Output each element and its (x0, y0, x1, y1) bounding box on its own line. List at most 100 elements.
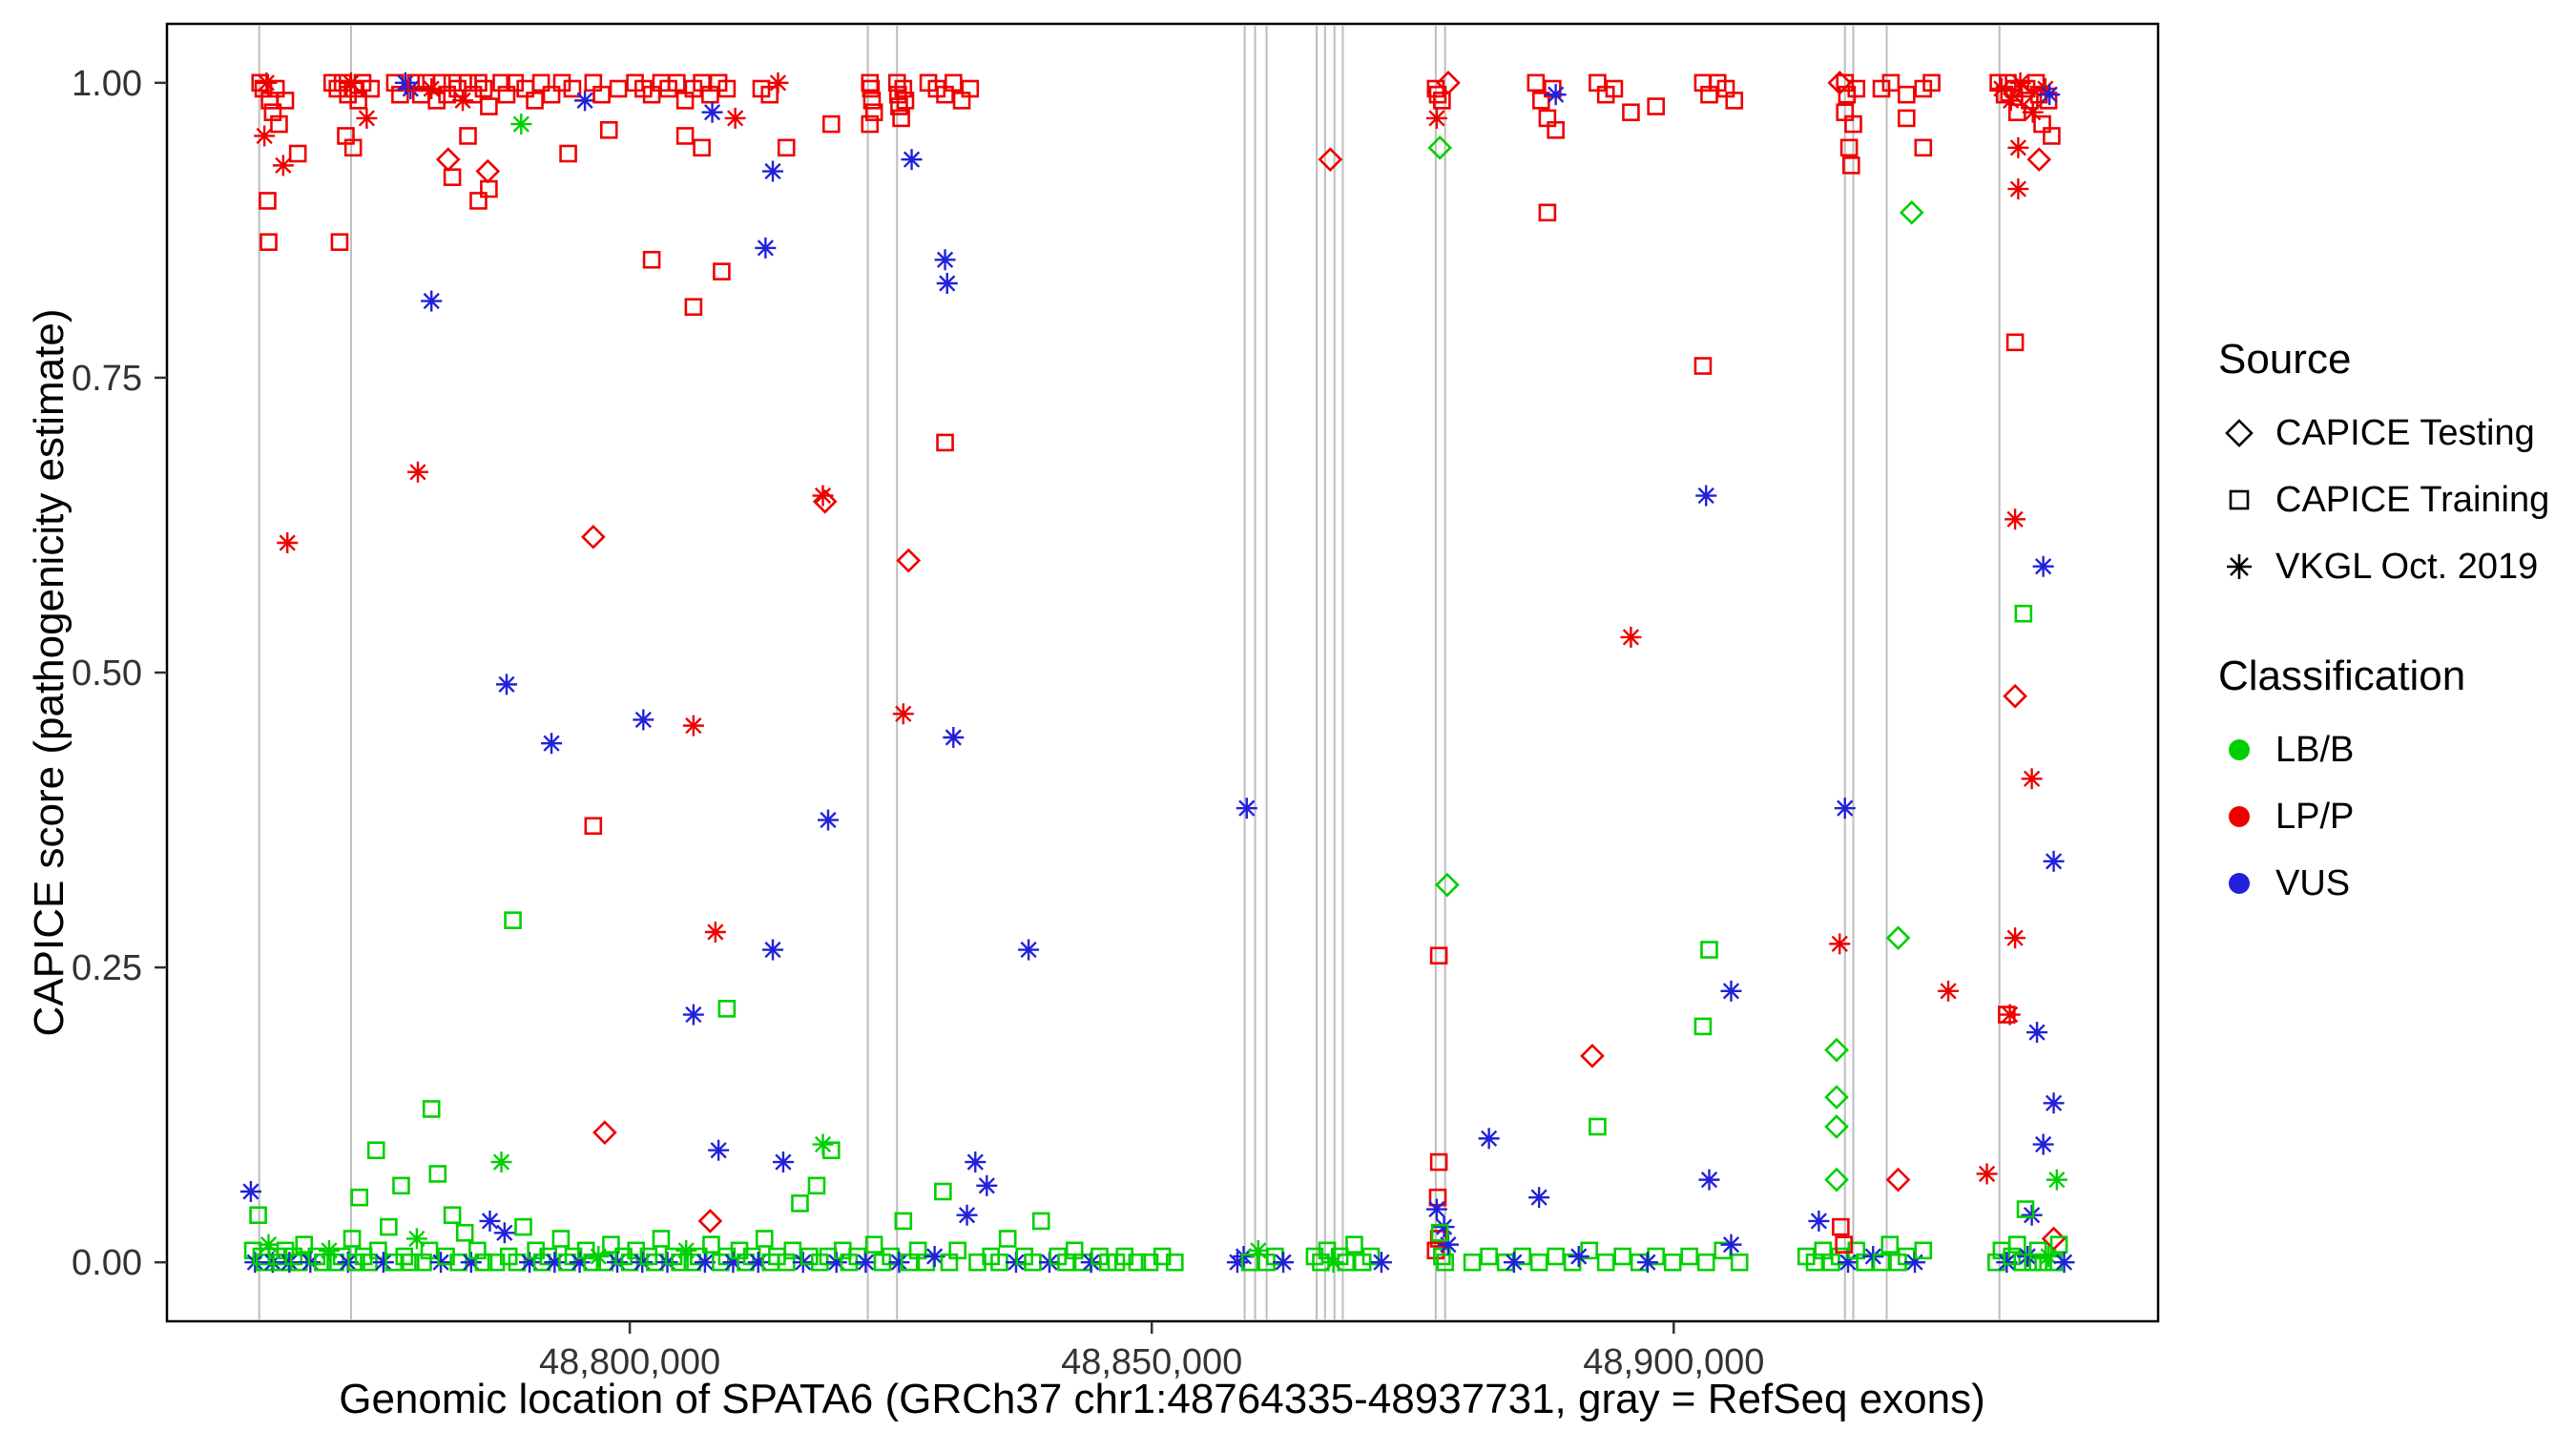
data-point (2026, 73, 2046, 93)
data-point (492, 1153, 510, 1171)
data-point (903, 151, 921, 168)
data-point (1881, 73, 1901, 93)
data-point (1885, 1167, 1911, 1192)
data-point (945, 729, 962, 746)
data-point (366, 1141, 385, 1160)
data-point (864, 103, 883, 122)
data-point (531, 73, 551, 93)
legend-item-label: CAPICE Training (2275, 479, 2550, 520)
data-point (702, 1235, 720, 1254)
data-point (443, 1206, 462, 1225)
data-point (1436, 1253, 1454, 1272)
data-point (1978, 1165, 1996, 1183)
data-point (256, 127, 273, 145)
data-point (428, 1165, 447, 1183)
data-point (862, 79, 881, 98)
data-point (892, 109, 910, 128)
data-point (2028, 1024, 2046, 1041)
data-point (777, 138, 796, 157)
data-point (423, 80, 440, 97)
data-point (469, 73, 488, 93)
data-point (1824, 1167, 1849, 1192)
data-point (260, 233, 278, 252)
data-point (896, 548, 922, 573)
data-point (469, 192, 488, 210)
data-point (614, 1247, 633, 1266)
data-point (1463, 1253, 1482, 1272)
data-point (427, 92, 446, 110)
data-point (1836, 73, 1855, 93)
data-point (1547, 120, 1565, 139)
data-point (1832, 1217, 1850, 1236)
data-point (934, 1182, 952, 1201)
data-point (496, 1224, 513, 1241)
data-point (402, 80, 419, 97)
data-point (551, 1230, 571, 1248)
data-point (1998, 1254, 2015, 1271)
data-point (696, 1254, 714, 1271)
data-point (791, 1194, 809, 1213)
data-point (2006, 510, 2024, 528)
data-point (627, 1241, 645, 1260)
data-point (684, 298, 703, 317)
data-point (1428, 1200, 1445, 1218)
data-point (783, 1241, 802, 1260)
data-point (742, 1247, 761, 1266)
data-point (468, 1241, 487, 1260)
data-point (438, 85, 456, 104)
data-point (1647, 97, 1665, 115)
data-point (693, 138, 711, 157)
data-point (1480, 1247, 1498, 1266)
data-point (769, 74, 787, 92)
data-point (896, 92, 915, 110)
data-point (258, 74, 275, 92)
data-point (1697, 487, 1714, 505)
data-point (1700, 941, 1718, 959)
data-point (726, 110, 744, 127)
data-point (343, 138, 363, 157)
data-point (807, 1176, 826, 1195)
data-point (2055, 1254, 2073, 1271)
data-point (857, 1254, 875, 1271)
data-point (2028, 1241, 2047, 1260)
data-point (939, 275, 956, 292)
data-point (757, 239, 774, 257)
data-point (2009, 180, 2026, 197)
x-axis-title: Genomic location of SPATA6 (GRCh37 chr1:… (339, 1376, 1985, 1422)
legend-item-vkgl: VKGL Oct. 2019 (2218, 544, 2571, 590)
data-point (895, 705, 912, 722)
data-point (652, 1230, 671, 1248)
data-point (1897, 109, 1916, 128)
data-point (498, 675, 515, 693)
data-point (1940, 983, 1957, 1000)
data-point (512, 115, 530, 133)
data-point (820, 811, 837, 829)
data-point (1880, 1235, 1900, 1254)
data-point (703, 104, 721, 121)
data-point (890, 97, 908, 115)
data-point (2023, 770, 2041, 787)
data-point (2011, 74, 2029, 92)
data-point (800, 1247, 819, 1266)
data-point (1330, 1247, 1349, 1266)
data-point (642, 85, 661, 104)
data-point (563, 79, 582, 98)
data-point (474, 1253, 493, 1272)
legend-item-lpp: LP/P (2218, 794, 2571, 840)
data-point (1570, 1248, 1588, 1265)
data-point (1914, 1241, 1933, 1260)
data-point (2017, 79, 2036, 98)
data-point (1622, 103, 1640, 122)
data-point (1885, 925, 1911, 951)
data-point (1680, 1247, 1699, 1266)
data-point (375, 1254, 392, 1271)
data-point (437, 1247, 455, 1266)
data-point (350, 1188, 369, 1207)
data-point (1429, 946, 1448, 965)
data-point (395, 1247, 414, 1266)
data-point (685, 717, 702, 735)
data-point (380, 1217, 398, 1236)
data-point (481, 1213, 499, 1230)
data-point (936, 433, 954, 452)
